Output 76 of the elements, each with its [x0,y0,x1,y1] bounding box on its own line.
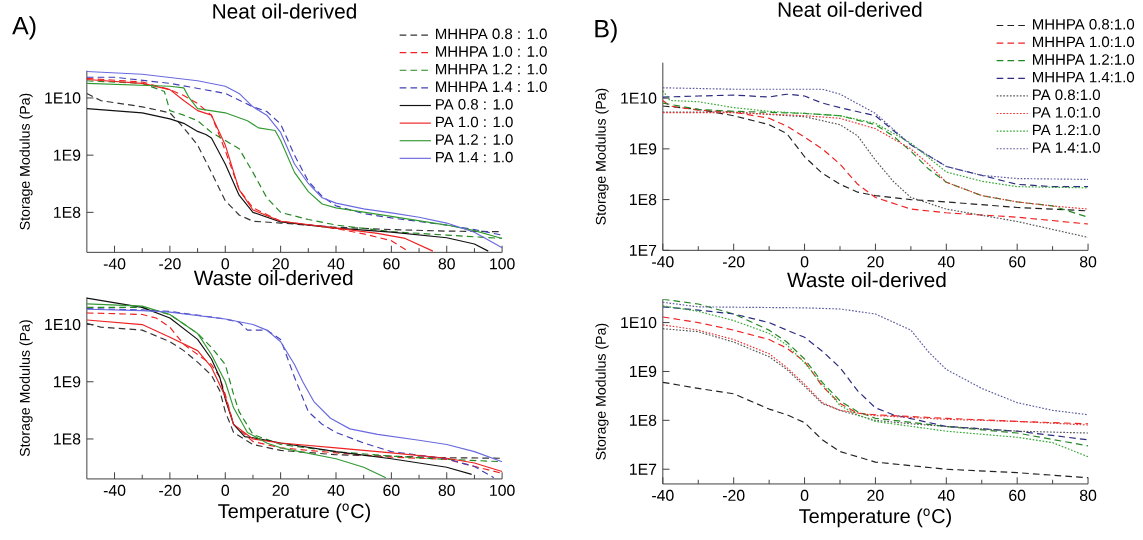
x-tick-label: -40 [652,256,674,268]
y-tick-label: 1E7 [630,244,657,256]
x-tick-label: 0 [800,489,809,502]
y-tick-label: 1E9 [630,143,657,155]
x-tick-label: 100 [490,484,515,497]
legend-label: MHHPA 0.8 : 1.0 [436,28,547,40]
y-tick-label: 1E9 [54,376,81,388]
x-tick-label: 0 [221,484,230,497]
legend-label: MHHPA 1.0 : 1.0 [436,46,547,57]
legend-label: PA 0.8 : 1.0 [436,99,513,110]
chart-title: Waste oil-derived [193,270,353,286]
legend-label: MHHPA 1.2:1.0 [1033,54,1135,65]
y-tick-label: 1E8 [54,433,81,445]
line-series [86,108,489,252]
y-axis-title: Storage Modulus (Pa) [595,323,609,460]
line-series [86,303,387,479]
legend-label: PA 1.2:1.0 [1033,124,1100,136]
legend-label: PA 1.2 : 1.0 [436,134,513,145]
x-tick-label: -20 [159,484,181,497]
x-tick-label: -40 [652,489,674,502]
legend-label: PA 1.0 : 1.0 [436,116,513,128]
x-tick-label: 40 [327,258,345,270]
x-tick-label: 60 [1009,489,1026,502]
chart-title: Neat oil-derived [778,1,922,18]
x-tick-label: 40 [327,484,345,497]
x-tick-label: 0 [221,258,230,270]
legend-label: PA 1.4:1.0 [1033,142,1100,153]
legend-label: MHHPA 1.2 : 1.0 [436,63,547,75]
x-tick-label: 40 [937,489,955,502]
y-tick-label: 1E10 [45,92,81,104]
y-tick-label: 1E10 [45,319,81,331]
x-tick-label: 20 [272,484,289,497]
legend-label: MHHPA 0.8:1.0 [1033,19,1135,30]
y-tick-label: 1E7 [630,463,657,475]
y-tick-label: 1E9 [630,365,657,378]
x-tick-label: 60 [383,258,400,270]
x-tick-label: -40 [103,484,126,497]
legend-label: MHHPA 1.4:1.0 [1033,71,1135,83]
x-tick-label: 60 [383,484,400,497]
x-tick-label: 80 [1079,489,1097,502]
chart-title: Neat oil-derived [213,3,356,19]
x-tick-label: 20 [272,258,289,270]
y-tick-label: 1E8 [630,194,657,206]
x-axis-title: Temperature ($^{o}$C) [799,508,951,528]
x-tick-label: 40 [937,256,955,268]
y-tick-label: 1E10 [621,317,657,329]
y-axis-title: Storage Modulus (Pa) [595,88,609,225]
x-tick-label: 20 [867,256,884,268]
x-axis-title: Temperature ($^{o}$C) [218,503,371,523]
line-series [662,381,1089,479]
x-tick-label: 60 [1009,256,1026,268]
x-tick-label: 80 [438,258,455,270]
y-tick-label: 1E8 [630,414,657,427]
x-tick-label: -20 [722,256,745,268]
x-tick-label: -20 [159,258,181,270]
legend-label: PA 1.0:1.0 [1033,107,1100,118]
y-tick-label: 1E9 [54,149,81,161]
x-tick-label: 80 [1079,256,1097,268]
line-series [662,301,1089,416]
y-tick-label: 1E10 [621,92,657,104]
y-axis-title: Storage Modulus (Pa) [19,320,33,457]
x-tick-label: 100 [490,258,515,270]
x-tick-label: 20 [867,489,884,502]
y-tick-label: 1E8 [54,206,81,219]
text: A) [12,16,36,40]
text: B) [595,19,617,43]
legend-label: PA 0.8:1.0 [1033,89,1100,101]
y-axis-title: Storage Modulus (Pa) [19,93,33,230]
x-tick-label: -20 [722,489,745,502]
legend-label: MHHPA 1.4 : 1.0 [436,81,547,93]
x-tick-label: 80 [438,484,455,497]
x-tick-label: 0 [800,256,809,268]
legend-label: PA 1.4 : 1.0 [436,151,513,163]
x-tick-label: -40 [103,258,126,270]
chart-title: Waste oil-derived [787,272,946,288]
legend-label: MHHPA 1.0:1.0 [1033,36,1135,48]
